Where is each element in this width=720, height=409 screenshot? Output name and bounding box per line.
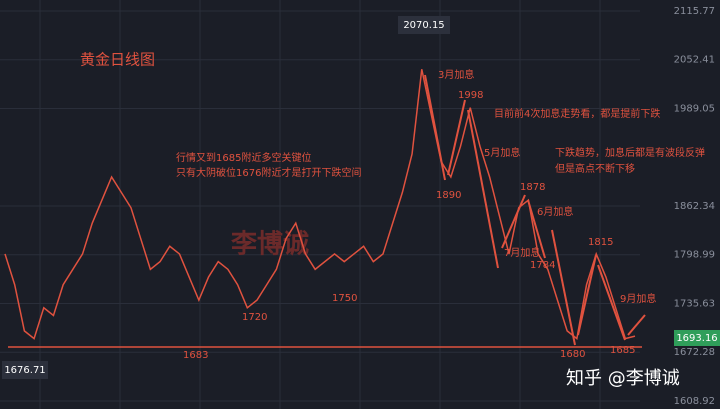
annotation: 1720 <box>242 312 267 323</box>
annotation: 1878 <box>520 182 545 193</box>
annotation: 1683 <box>183 350 208 361</box>
chart-title: 黄金日线图 <box>80 51 155 69</box>
y-tick-label: 1798.99 <box>674 250 715 261</box>
annotation: 1685 <box>610 345 635 356</box>
annotation: 9月加息 <box>620 292 656 305</box>
price-box <box>674 330 720 346</box>
arrows <box>424 74 646 346</box>
y-tick-label: 1608.92 <box>674 396 715 407</box>
arrow <box>501 194 526 249</box>
annotation: 目前前4次加息走势看，都是提前下跌 <box>494 107 660 120</box>
y-tick-label: 1862.34 <box>674 201 715 212</box>
arrow <box>447 99 466 176</box>
watermark: 知乎 @李博诚 <box>566 368 680 389</box>
annotation: 下跌趋势，加息后都是有波段反弹 <box>555 146 705 159</box>
low-label: 1676.71 <box>4 365 45 376</box>
annotation: 7月加息 <box>504 246 540 259</box>
annotation: 只有大阴破位1676附近才是打开下跌空间 <box>176 166 361 179</box>
arrow <box>527 199 546 259</box>
annotation: 行情又到1685附近多空关键位 <box>176 151 311 164</box>
arrow <box>627 314 646 336</box>
y-tick-label: 2115.77 <box>674 6 715 17</box>
arrow <box>551 229 576 346</box>
annotation: 1750 <box>332 293 357 304</box>
arrow <box>467 109 499 269</box>
annotation: 1998 <box>458 90 483 101</box>
arrow <box>577 254 597 336</box>
annotation: 3月加息 <box>438 68 474 81</box>
center-watermark: 李博诚 <box>230 230 309 260</box>
arrow <box>597 264 626 341</box>
annotation: 6月加息 <box>537 205 573 218</box>
annotation: 1890 <box>436 190 461 201</box>
y-tick-label: 1989.05 <box>674 103 715 114</box>
annotation: 1815 <box>588 237 613 248</box>
high-box <box>398 16 450 34</box>
annotation: 1680 <box>560 349 585 360</box>
y-tick-label: 2052.41 <box>674 55 715 66</box>
last-price: 1693.16 <box>676 333 717 344</box>
annotation: 但是高点不断下移 <box>555 162 635 175</box>
annotation: 5月加息 <box>484 146 520 159</box>
y-tick-label: 1672.28 <box>674 347 715 358</box>
annotation: 1784 <box>530 260 555 271</box>
low-box <box>2 361 48 379</box>
grid <box>0 0 640 409</box>
y-tick-label: 1735.63 <box>674 298 715 309</box>
arrow <box>424 74 446 181</box>
high-label: 2070.15 <box>403 20 444 31</box>
